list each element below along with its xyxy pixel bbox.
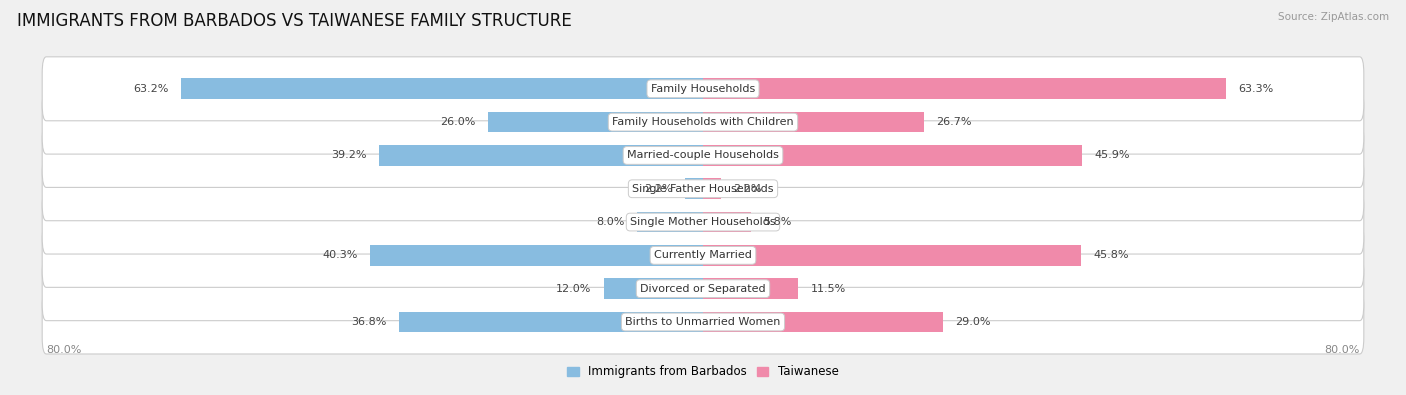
FancyBboxPatch shape (42, 190, 1364, 254)
Text: Single Mother Households: Single Mother Households (630, 217, 776, 227)
Text: IMMIGRANTS FROM BARBADOS VS TAIWANESE FAMILY STRUCTURE: IMMIGRANTS FROM BARBADOS VS TAIWANESE FA… (17, 12, 572, 30)
Text: Source: ZipAtlas.com: Source: ZipAtlas.com (1278, 12, 1389, 22)
Bar (703, 245, 1081, 266)
Text: Family Households with Children: Family Households with Children (612, 117, 794, 127)
Bar (703, 79, 1226, 99)
Bar (399, 312, 703, 332)
Text: 29.0%: 29.0% (955, 317, 990, 327)
Text: 2.2%: 2.2% (734, 184, 762, 194)
Bar (605, 278, 703, 299)
FancyBboxPatch shape (42, 57, 1364, 121)
Text: Single Father Households: Single Father Households (633, 184, 773, 194)
Text: 40.3%: 40.3% (322, 250, 357, 260)
Bar (703, 212, 751, 232)
Text: 5.8%: 5.8% (763, 217, 792, 227)
FancyBboxPatch shape (42, 257, 1364, 321)
Text: 80.0%: 80.0% (1324, 345, 1360, 355)
Bar (181, 79, 703, 99)
FancyBboxPatch shape (42, 157, 1364, 221)
Text: Family Households: Family Households (651, 84, 755, 94)
Text: 26.0%: 26.0% (440, 117, 475, 127)
Text: 80.0%: 80.0% (46, 345, 82, 355)
Text: 45.8%: 45.8% (1094, 250, 1129, 260)
Bar (380, 145, 703, 166)
Bar (685, 179, 703, 199)
Bar (703, 278, 799, 299)
Text: 36.8%: 36.8% (352, 317, 387, 327)
Text: 12.0%: 12.0% (557, 284, 592, 294)
FancyBboxPatch shape (42, 90, 1364, 154)
FancyBboxPatch shape (42, 224, 1364, 287)
Bar (703, 179, 721, 199)
Bar (370, 245, 703, 266)
Text: 11.5%: 11.5% (810, 284, 845, 294)
Bar (703, 145, 1083, 166)
Text: Married-couple Households: Married-couple Households (627, 150, 779, 160)
FancyBboxPatch shape (42, 124, 1364, 187)
Legend: Immigrants from Barbados, Taiwanese: Immigrants from Barbados, Taiwanese (564, 362, 842, 382)
Text: 63.3%: 63.3% (1239, 84, 1274, 94)
Bar (637, 212, 703, 232)
Text: 45.9%: 45.9% (1094, 150, 1130, 160)
Text: Divorced or Separated: Divorced or Separated (640, 284, 766, 294)
FancyBboxPatch shape (42, 290, 1364, 354)
Bar (703, 312, 942, 332)
Text: 8.0%: 8.0% (596, 217, 624, 227)
Text: 2.2%: 2.2% (644, 184, 672, 194)
Text: 39.2%: 39.2% (332, 150, 367, 160)
Text: 63.2%: 63.2% (134, 84, 169, 94)
Text: Currently Married: Currently Married (654, 250, 752, 260)
Text: 26.7%: 26.7% (936, 117, 972, 127)
Bar (703, 112, 924, 132)
Bar (488, 112, 703, 132)
Text: Births to Unmarried Women: Births to Unmarried Women (626, 317, 780, 327)
